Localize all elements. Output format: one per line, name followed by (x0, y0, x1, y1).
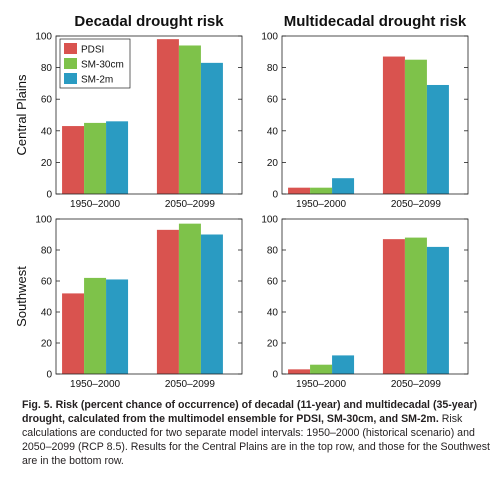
x-tick-label: 1950–2000 (296, 199, 346, 210)
y-tick-label: 20 (41, 158, 53, 169)
y-tick-label: 100 (261, 32, 278, 43)
bar-sm-2m-1 (332, 178, 355, 194)
y-tick-label: 100 (35, 32, 52, 43)
figure-grid: 1950–2000 2050–2099 0 20 40 60 80 100 Decadal dr… (14, 13, 469, 390)
bar-sm-30cm-1 (310, 364, 333, 374)
chart-panel-3: 1950–2000 2050–2099 0 20 40 60 80 100 Southwest (14, 215, 243, 390)
y-tick-label: 20 (41, 339, 53, 350)
bar-pdsi-2 (156, 229, 179, 374)
bar-pdsi-1 (288, 187, 311, 194)
caption-text: Risk calculations are conducted for two … (22, 413, 490, 467)
bar-sm-30cm-1 (84, 277, 107, 374)
chart-title: Decadal drought risk (74, 13, 224, 30)
bar-pdsi-2 (382, 56, 405, 194)
bar-sm-30cm-2 (178, 223, 201, 374)
y-tick-label: 100 (261, 215, 278, 226)
y-tick-label: 0 (46, 370, 52, 381)
axes-frame (281, 35, 469, 195)
y-tick-label: 60 (41, 95, 53, 106)
y-tick-label: 100 (35, 215, 52, 226)
y-tick-label: 60 (267, 95, 279, 106)
bar-sm-2m-2 (200, 62, 223, 194)
bar-sm-30cm-1 (310, 187, 333, 194)
figure-caption: Fig. 5. Risk (percent chance of occurren… (22, 398, 490, 468)
y-tick-label: 0 (46, 190, 52, 201)
legend-label: SM-2m (81, 75, 113, 86)
row-label: Southwest (14, 266, 29, 327)
y-tick-label: 40 (267, 126, 279, 137)
legend-swatch-sm-2m (64, 73, 77, 84)
chart-panel-1: 1950–2000 2050–2099 0 20 40 60 80 100 Decadal dr… (14, 13, 243, 210)
x-tick-label: 2050–2099 (165, 199, 215, 210)
bar-sm-2m-2 (426, 84, 449, 194)
bar-sm-2m-1 (106, 279, 129, 374)
bar-pdsi-2 (382, 239, 405, 374)
y-tick-label: 40 (41, 126, 53, 137)
legend: PDSI SM-30cm SM-2m (59, 38, 131, 89)
bar-sm-2m-2 (200, 234, 223, 374)
caption-bold-text: Risk (percent chance of occurrence) of d… (22, 399, 478, 425)
bar-pdsi-2 (156, 39, 179, 194)
y-tick-label: 20 (267, 158, 279, 169)
axes-frame (55, 35, 243, 195)
axes-frame (55, 218, 243, 375)
y-tick-label: 80 (41, 246, 53, 257)
y-tick-label: 80 (267, 63, 279, 74)
y-tick-label: 40 (41, 308, 53, 319)
x-tick-label: 2050–2099 (391, 199, 441, 210)
y-tick-label: 0 (272, 370, 278, 381)
x-tick-label: 1950–2000 (296, 379, 346, 390)
bar-sm-30cm-2 (178, 45, 201, 195)
axes-frame (281, 218, 469, 375)
bar-pdsi-1 (62, 293, 85, 374)
y-tick-label: 60 (41, 277, 53, 288)
bar-sm-2m-1 (106, 121, 129, 194)
y-tick-label: 60 (267, 277, 279, 288)
x-tick-label: 1950–2000 (70, 379, 120, 390)
legend-label: SM-30cm (81, 60, 124, 71)
bar-sm-2m-2 (426, 246, 449, 374)
chart-panel-2: 1950–2000 2050–2099 0 20 40 60 80 100 Multidecad… (261, 13, 469, 210)
x-tick-label: 2050–2099 (391, 379, 441, 390)
y-tick-label: 80 (267, 246, 279, 257)
y-tick-label: 0 (272, 190, 278, 201)
y-tick-label: 80 (41, 63, 53, 74)
bar-pdsi-1 (62, 126, 85, 194)
legend-swatch-sm-30cm (64, 58, 77, 69)
x-tick-label: 1950–2000 (70, 199, 120, 210)
y-tick-label: 40 (267, 308, 279, 319)
bar-pdsi-1 (288, 369, 311, 374)
caption-label: Fig. 5. (22, 399, 53, 411)
bar-sm-30cm-1 (84, 122, 107, 194)
bar-sm-30cm-2 (404, 59, 427, 195)
row-label: Central Plains (14, 74, 29, 155)
legend-swatch-pdsi (64, 43, 77, 54)
y-tick-label: 20 (267, 339, 279, 350)
chart-panel-4: 1950–2000 2050–2099 0 20 40 60 80 100 (261, 215, 469, 390)
x-tick-label: 2050–2099 (165, 379, 215, 390)
bar-sm-30cm-2 (404, 237, 427, 374)
chart-title: Multidecadal drought risk (284, 13, 467, 30)
bar-sm-2m-1 (332, 355, 355, 374)
legend-label: PDSI (81, 45, 104, 56)
